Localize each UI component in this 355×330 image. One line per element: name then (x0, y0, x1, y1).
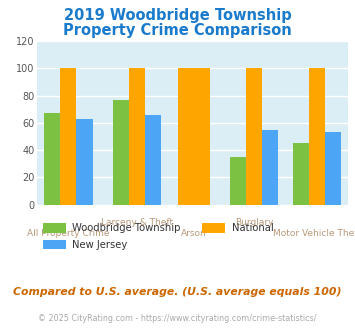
Bar (76, 119, 93, 205)
Bar (44, 114, 60, 205)
Text: National: National (232, 223, 274, 233)
Text: Property Crime Comparison: Property Crime Comparison (63, 23, 292, 38)
Text: New Jersey: New Jersey (72, 240, 127, 249)
Text: Compared to U.S. average. (U.S. average equals 100): Compared to U.S. average. (U.S. average … (13, 287, 342, 297)
Bar (309, 69, 325, 205)
Bar (262, 130, 278, 205)
Text: © 2025 CityRating.com - https://www.cityrating.com/crime-statistics/: © 2025 CityRating.com - https://www.city… (38, 314, 317, 323)
Text: Woodbridge Township: Woodbridge Township (72, 223, 180, 233)
Bar (113, 100, 129, 205)
Bar (178, 69, 210, 205)
Text: 2019 Woodbridge Township: 2019 Woodbridge Township (64, 8, 291, 23)
Bar (246, 69, 262, 205)
Text: Motor Vehicle Theft: Motor Vehicle Theft (273, 229, 355, 238)
Text: Larceny & Theft: Larceny & Theft (101, 218, 173, 227)
Text: Burglary: Burglary (235, 218, 273, 227)
Text: Arson: Arson (181, 229, 207, 238)
Bar (293, 143, 309, 205)
Bar (145, 115, 162, 205)
Bar (129, 69, 145, 205)
Text: All Property Crime: All Property Crime (27, 229, 110, 238)
Bar (60, 69, 76, 205)
Bar (230, 157, 246, 205)
Bar (325, 132, 341, 205)
